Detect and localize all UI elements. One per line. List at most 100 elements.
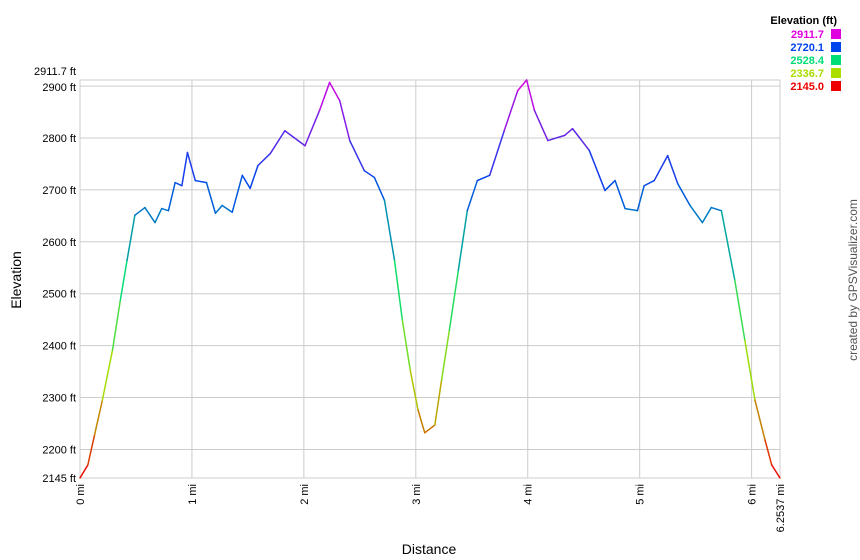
y-tick-label: 2145 ft xyxy=(42,473,76,485)
elevation-segment xyxy=(101,349,114,401)
x-axis-label: Distance xyxy=(402,541,457,557)
elevation-segment xyxy=(689,204,704,224)
y-tick-label: 2800 ft xyxy=(42,133,76,145)
elevation-segment xyxy=(249,164,259,190)
plot-frame xyxy=(79,79,781,479)
elevation-segment xyxy=(119,259,128,302)
elevation-segment xyxy=(424,424,436,434)
x-tick-label: 4 mi xyxy=(523,484,535,505)
elevation-segment xyxy=(111,299,122,352)
elevation-segment xyxy=(241,174,251,190)
x-tick-label: 3 mi xyxy=(411,484,423,505)
elevation-segment xyxy=(349,139,366,172)
y-tick-label: 2600 ft xyxy=(42,237,76,249)
elevation-segment xyxy=(79,464,89,479)
elevation-segment xyxy=(533,109,549,142)
legend-value: 2145.0 xyxy=(790,81,824,93)
elevation-segment xyxy=(134,206,146,217)
elevation-segment xyxy=(214,204,223,215)
elevation-segment xyxy=(604,179,616,192)
elevation-segment xyxy=(383,199,396,262)
elevation-line xyxy=(79,79,781,479)
elevation-segment xyxy=(653,154,669,182)
elevation-segment xyxy=(466,179,479,212)
x-tick-label: 1 mi xyxy=(187,484,199,505)
legend-swatch xyxy=(831,42,841,52)
elevation-segment xyxy=(525,79,536,112)
legend-swatch xyxy=(831,55,841,65)
elevation-segment xyxy=(194,179,208,184)
grid xyxy=(79,79,781,479)
elevation-segment xyxy=(547,134,566,142)
elevation-segment xyxy=(231,174,244,213)
elevation-segment xyxy=(328,81,341,102)
elevation-segment xyxy=(771,464,781,479)
elevation-segment xyxy=(503,89,519,132)
axis-ticks: 2145 ft 2200 ft 2300 ft 2400 ft 2500 ft 2600 … xyxy=(34,66,787,532)
elevation-segment xyxy=(744,339,756,401)
elevation-segment xyxy=(181,151,189,187)
elevation-segment xyxy=(154,207,163,224)
elevation-segment xyxy=(205,181,217,215)
elevation-segment xyxy=(754,399,766,441)
elevation-segment xyxy=(186,151,197,182)
elevation-segment xyxy=(764,439,773,466)
legend-value: 2528.4 xyxy=(790,55,825,67)
elevation-segment xyxy=(144,206,156,224)
y-tick-label: 2500 ft xyxy=(42,289,76,301)
elevation-segment xyxy=(417,409,426,434)
legend-value: 2336.7 xyxy=(790,68,824,80)
elevation-segment xyxy=(588,149,606,192)
elevation-segment xyxy=(624,207,639,212)
elevation-segment xyxy=(373,176,386,202)
elevation-segment xyxy=(434,379,443,426)
elevation-segment xyxy=(87,434,96,466)
elevation-segment xyxy=(221,204,233,213)
x-tick-label: 2 mi xyxy=(299,484,311,505)
x-tick-label: 6.2537 mi xyxy=(775,484,787,532)
elevation-segment xyxy=(401,319,411,371)
elevation-segment xyxy=(701,206,713,224)
elevation-segment xyxy=(676,182,691,207)
elevation-segment xyxy=(476,174,491,182)
y-tick-label: 2200 ft xyxy=(42,444,76,456)
elevation-segment xyxy=(516,79,528,92)
elevation-segment xyxy=(710,206,723,212)
legend-swatch xyxy=(831,29,841,39)
x-tick-label: 0 mi xyxy=(75,484,87,505)
elevation-segment xyxy=(720,209,736,281)
elevation-segment xyxy=(269,129,286,155)
y-tick-label: 2900 ft xyxy=(42,82,76,94)
elevation-segment xyxy=(174,181,183,187)
y-tick-label: 2911.7 ft xyxy=(34,66,76,78)
elevation-segment xyxy=(488,129,505,177)
elevation-segment xyxy=(126,214,136,262)
elevation-segment xyxy=(167,181,176,212)
elevation-segment xyxy=(93,399,104,436)
elevation-segment xyxy=(571,127,591,152)
credit-text: created by GPSVisualizer.com xyxy=(846,199,860,361)
elevation-segment xyxy=(734,279,746,342)
legend-swatch xyxy=(831,68,841,78)
elevation-segment xyxy=(160,207,170,212)
legend-title: Elevation (ft) xyxy=(770,15,837,27)
y-tick-label: 2300 ft xyxy=(42,393,76,405)
elevation-segment xyxy=(257,152,272,167)
elevation-segment xyxy=(636,184,645,212)
elevation-segment xyxy=(643,179,655,187)
elevation-segment xyxy=(304,109,321,147)
elevation-segment xyxy=(363,169,376,179)
x-tick-label: 6 mi xyxy=(747,484,759,505)
elevation-segment xyxy=(563,127,574,137)
elevation-segment xyxy=(284,129,306,147)
y-tick-label: 2400 ft xyxy=(42,341,76,353)
elevation-segment xyxy=(448,269,460,331)
legend-value: 2720.1 xyxy=(790,42,824,54)
y-tick-label: 2700 ft xyxy=(42,185,76,197)
elevation-segment xyxy=(318,81,331,112)
y-axis-label: Elevation xyxy=(8,251,24,309)
elevation-segment xyxy=(393,259,404,321)
x-tick-label: 5 mi xyxy=(635,484,647,505)
